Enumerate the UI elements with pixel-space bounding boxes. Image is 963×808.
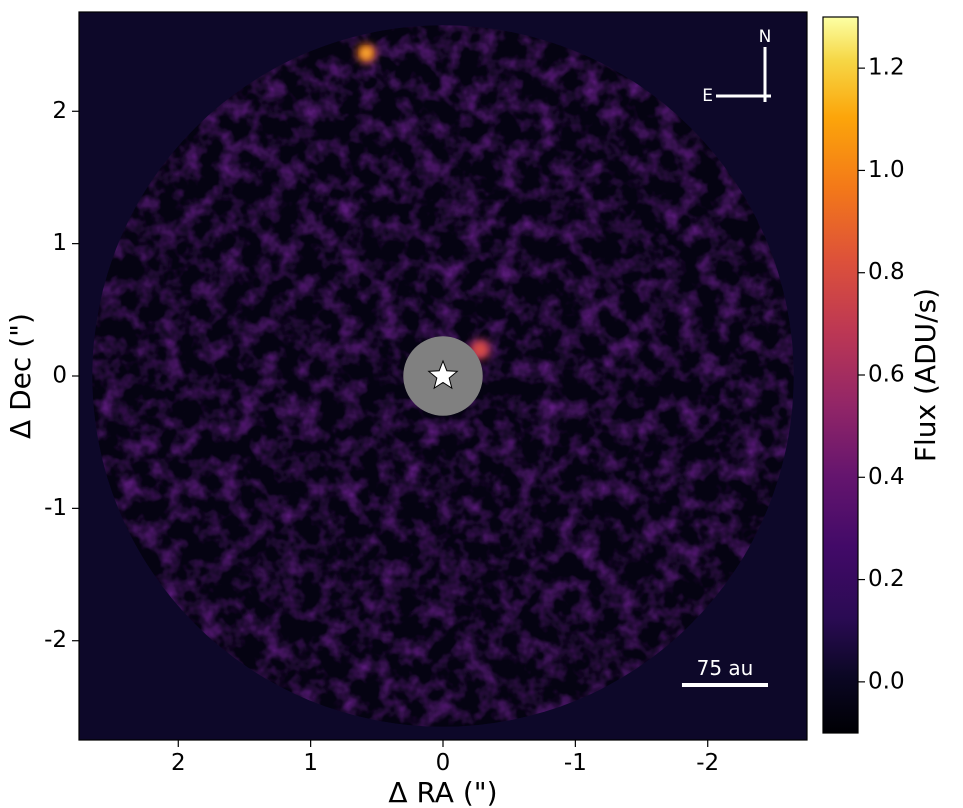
x-tick-label: -1: [564, 750, 587, 776]
colorbar-tick-label: 1.0: [868, 157, 905, 183]
colorbar-gradient: [822, 16, 859, 734]
x-tick-label: 2: [171, 750, 186, 776]
source-1: [357, 44, 376, 63]
colorbar-tick-label: 0.8: [868, 259, 905, 285]
colorbar-tick-label: 0.0: [868, 668, 905, 694]
x-axis: 2 1 0 -1 -2: [171, 740, 719, 776]
colorbar-tick-label: 0.6: [868, 362, 905, 388]
compass: N E: [702, 27, 771, 106]
scale-bar-label: 75 au: [697, 656, 754, 680]
y-axis-label: Δ Dec ("): [4, 313, 37, 439]
y-tick-label: 0: [52, 363, 67, 389]
source-core: [362, 49, 371, 58]
x-axis-label: Δ RA ("): [388, 776, 497, 808]
source-core: [475, 344, 486, 355]
compass-north-label: N: [759, 27, 772, 47]
y-tick-label: -1: [44, 495, 67, 521]
sources: [357, 44, 491, 360]
colorbar-tick-label: 0.4: [868, 464, 905, 490]
scale-bar: 75 au: [681, 656, 768, 687]
y-tick-label: 2: [52, 98, 67, 124]
compass-east-label: E: [702, 86, 713, 106]
x-tick-label: 1: [303, 750, 318, 776]
colorbar-tick-label: 0.2: [868, 566, 905, 592]
colorbar: 0.0 0.2 0.4 0.6 0.8 1.0 1.2 Flux (ADU/s): [822, 16, 942, 734]
y-tick-label: -2: [44, 627, 67, 653]
colorbar-tick-label: 1.2: [868, 55, 905, 81]
colorbar-label: Flux (ADU/s): [909, 288, 942, 462]
x-tick-label: -2: [696, 750, 719, 776]
y-tick-label: 1: [52, 230, 67, 256]
x-tick-label: 0: [436, 750, 451, 776]
colorbar-ticks: 0.0 0.2 0.4 0.6 0.8 1.0 1.2: [858, 55, 905, 694]
plot-area: N E 75 au: [78, 11, 808, 741]
star-icon: [427, 359, 459, 390]
y-axis: 2 1 0 -1 -2: [44, 98, 79, 653]
